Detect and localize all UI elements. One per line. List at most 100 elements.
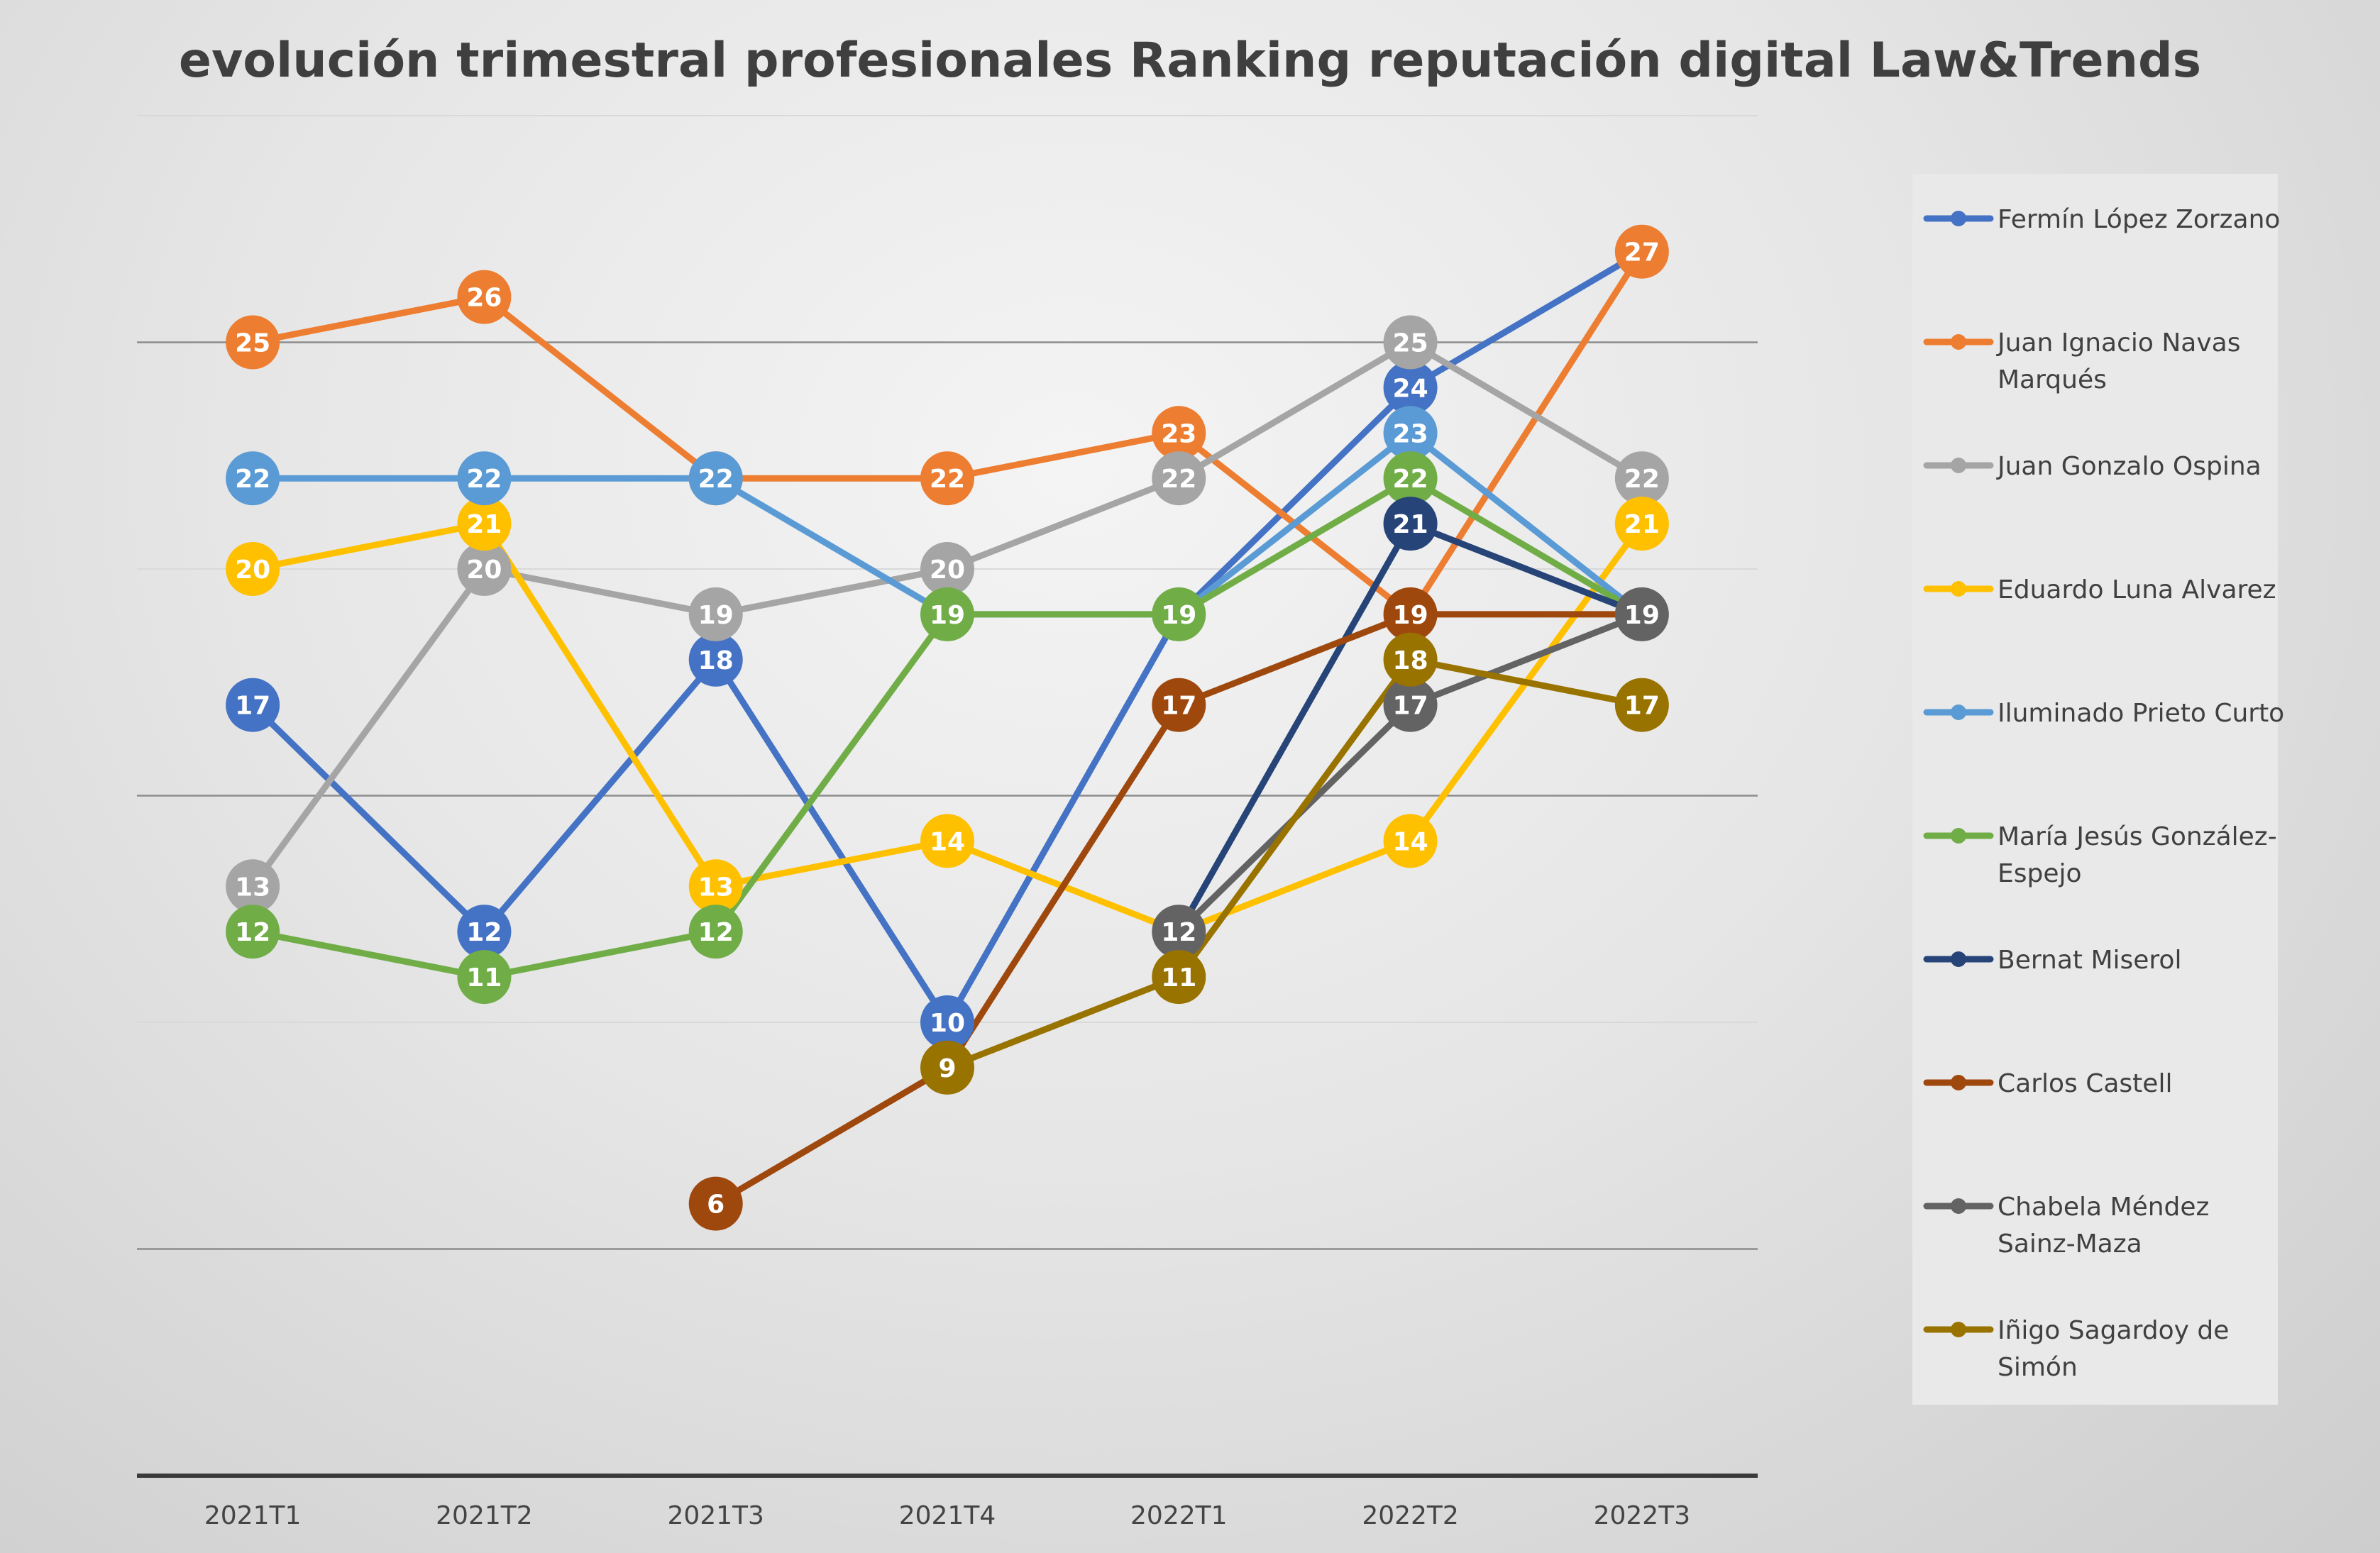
legend-box — [1912, 174, 2278, 1405]
series-markers: 13 20 19 20 22 25 22 — [226, 315, 1669, 914]
legend-entry: Fermín López Zorzano — [1923, 205, 2280, 234]
legend-entry: Juan Gonzalo Ospina — [1923, 452, 2261, 481]
legend-label: Chabela Méndez — [1998, 1193, 2209, 1222]
data-point — [457, 270, 512, 324]
data-point — [1383, 315, 1438, 370]
data-point — [226, 315, 280, 370]
legend-swatch-marker — [1951, 704, 1966, 720]
data-label: 12 — [466, 918, 502, 947]
data-point — [457, 497, 512, 551]
series-markers: 20 21 13 14 14 21 — [226, 497, 1669, 941]
data-label: 9 — [938, 1054, 956, 1083]
data-label: 22 — [1161, 465, 1196, 494]
data-point — [688, 905, 743, 959]
data-point — [1383, 814, 1438, 868]
data-label: 17 — [235, 692, 270, 721]
data-label: 17 — [1624, 692, 1660, 721]
legend-swatch-marker — [1951, 211, 1966, 226]
legend-entry: Juan Ignacio Navas Marqués — [1923, 328, 2240, 394]
data-label: 27 — [1624, 238, 1660, 267]
data-label: 26 — [466, 284, 502, 313]
x-tick-label: 2021T1 — [204, 1501, 302, 1530]
data-point — [688, 1176, 743, 1231]
x-tick-label: 2021T3 — [667, 1501, 764, 1530]
data-point — [457, 542, 512, 596]
data-label: 22 — [1624, 465, 1660, 494]
data-label: 22 — [930, 465, 965, 494]
data-point — [1614, 587, 1669, 641]
series-lines: 17 12 18 10 24 25 26 22 22 23 27 13 20 19 20 22 25 22 20 21… — [226, 224, 1669, 1231]
data-label: 12 — [698, 918, 734, 947]
data-point — [226, 678, 280, 732]
x-tick-label: 2022T3 — [1594, 1501, 1691, 1530]
legend-entry: Chabela Méndez Sainz-Maza — [1923, 1193, 2209, 1259]
x-tick-label: 2021T2 — [436, 1501, 533, 1530]
legend-swatch-marker — [1951, 334, 1966, 350]
x-axis: 2021T1 2021T2 2021T3 2021T4 2022T1 2022T2 2022… — [137, 1474, 1758, 1530]
data-point — [1383, 587, 1438, 641]
series-markers: 17 12 18 10 24 — [226, 243, 1651, 1049]
legend-entry: Bernat Miserol — [1923, 946, 2181, 975]
data-point — [226, 542, 280, 596]
data-point — [457, 950, 512, 1005]
data-point — [1614, 678, 1669, 732]
data-point — [1614, 224, 1669, 279]
data-point — [457, 905, 512, 959]
data-point — [920, 995, 974, 1049]
data-point — [920, 451, 974, 506]
data-point — [1383, 360, 1438, 415]
legend-label: Fermín López Zorzano — [1998, 205, 2280, 234]
data-label: 23 — [1393, 419, 1428, 448]
series-markers: 12 11 12 19 19 22 — [226, 451, 1651, 1005]
legend-swatch-marker — [1951, 951, 1966, 967]
legend-label: Iluminado Prieto Curto — [1998, 699, 2284, 728]
data-point — [226, 859, 280, 914]
data-point — [1383, 497, 1438, 551]
legend-label: Juan Ignacio Navas — [1996, 328, 2240, 358]
data-point — [1383, 451, 1438, 506]
series-markers: 9 11 18 17 — [920, 632, 1669, 1095]
data-point — [1152, 905, 1206, 959]
data-label: 14 — [930, 827, 965, 856]
data-label: 25 — [1393, 329, 1428, 358]
data-label: 11 — [1161, 963, 1196, 993]
data-label: 20 — [930, 556, 965, 585]
legend-entry: Iñigo Sagardoy de Simón — [1923, 1316, 2229, 1382]
legend-label: Espejo — [1998, 859, 2082, 888]
data-label: 20 — [235, 556, 270, 585]
legend-swatch-marker — [1951, 581, 1966, 597]
data-label: 23 — [1161, 419, 1196, 448]
legend-swatch-marker — [1951, 828, 1966, 844]
chart-title: evolución trimestral profesionales Ranki… — [179, 33, 2201, 89]
data-point — [1614, 451, 1669, 506]
legend-label: Sainz-Maza — [1998, 1229, 2142, 1259]
data-point — [226, 905, 280, 959]
data-point — [1152, 451, 1206, 506]
data-point — [688, 587, 743, 641]
data-point — [920, 587, 974, 641]
series-path — [944, 656, 1646, 1071]
legend-label: Carlos Castell — [1998, 1069, 2172, 1098]
data-label: 22 — [466, 465, 502, 494]
legend-label: Marqués — [1998, 365, 2107, 394]
data-point — [1152, 406, 1206, 460]
data-label: 21 — [1393, 510, 1428, 539]
data-point — [920, 814, 974, 868]
data-point — [1152, 678, 1206, 732]
data-point — [1383, 406, 1438, 460]
data-label: 19 — [1161, 601, 1196, 630]
legend-swatch-marker — [1951, 1198, 1966, 1214]
data-label: 21 — [1624, 510, 1660, 539]
series-markers: 12 17 19 — [1152, 587, 1669, 959]
legend-swatch-marker — [1951, 1075, 1966, 1090]
data-point — [688, 451, 743, 506]
data-label: 10 — [930, 1009, 965, 1038]
data-label: 17 — [1393, 692, 1428, 721]
data-label: 17 — [1161, 692, 1196, 721]
legend-label: Iñigo Sagardoy de — [1998, 1316, 2229, 1345]
data-label: 19 — [698, 601, 734, 630]
legend-swatch-marker — [1951, 1322, 1966, 1337]
data-label: 18 — [1393, 646, 1428, 675]
data-label: 22 — [698, 465, 734, 494]
data-label: 20 — [466, 556, 502, 585]
